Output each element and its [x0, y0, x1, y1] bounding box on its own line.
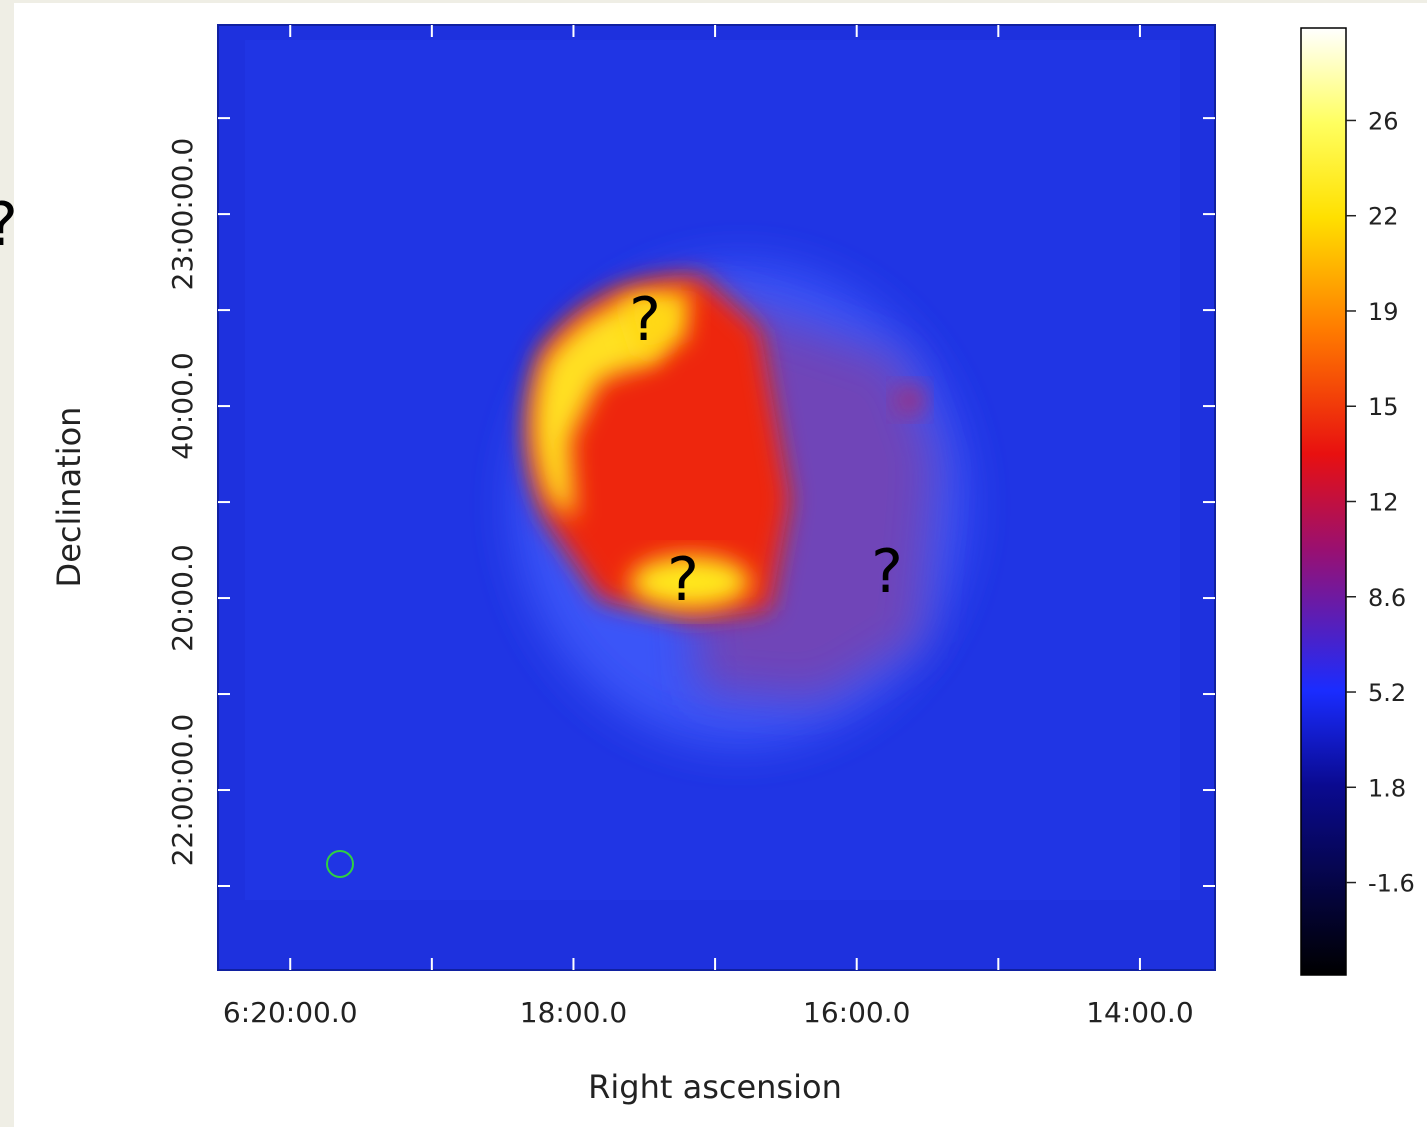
- y-axis-title: Declination: [50, 407, 88, 588]
- annotation: ?: [0, 190, 18, 260]
- colorbar-tick-label: 1.8: [1368, 774, 1406, 802]
- y-tick-label: 20:00.0: [166, 544, 199, 651]
- left-margin: [0, 0, 14, 1127]
- x-tick-label: 18:00.0: [520, 996, 627, 1029]
- colorbar-tick-label: 8.6: [1368, 584, 1406, 612]
- colorbar-tick-label: 19: [1368, 298, 1399, 326]
- plot-frame: [217, 24, 1216, 971]
- x-axis-title: Right ascension: [588, 1068, 842, 1106]
- top-margin: [0, 0, 1427, 3]
- y-tick-label: 22:00:00.0: [166, 714, 199, 866]
- y-tick-label: 40:00.0: [166, 352, 199, 459]
- colorbar-tick-label: -1.6: [1368, 870, 1415, 898]
- annotation: ?: [667, 545, 699, 615]
- colorbar-tick-label: 12: [1368, 489, 1399, 517]
- y-tick-label: 23:00:00.0: [166, 138, 199, 290]
- colorbar-tick-label: 15: [1368, 393, 1399, 421]
- beam-marker: [326, 850, 354, 878]
- x-tick-label: 16:00.0: [803, 996, 910, 1029]
- colorbar-tick-label: 5.2: [1368, 679, 1406, 707]
- annotation: ?: [871, 537, 903, 607]
- x-tick-label: 6:20:00.0: [223, 996, 358, 1029]
- annotation: ?: [629, 285, 661, 355]
- colorbar-tick-label: 22: [1368, 203, 1399, 231]
- image: [218, 25, 1215, 970]
- colorbar: [1300, 27, 1347, 976]
- x-tick-label: 14:00.0: [1086, 996, 1193, 1029]
- colorbar-tick-label: 26: [1368, 107, 1399, 135]
